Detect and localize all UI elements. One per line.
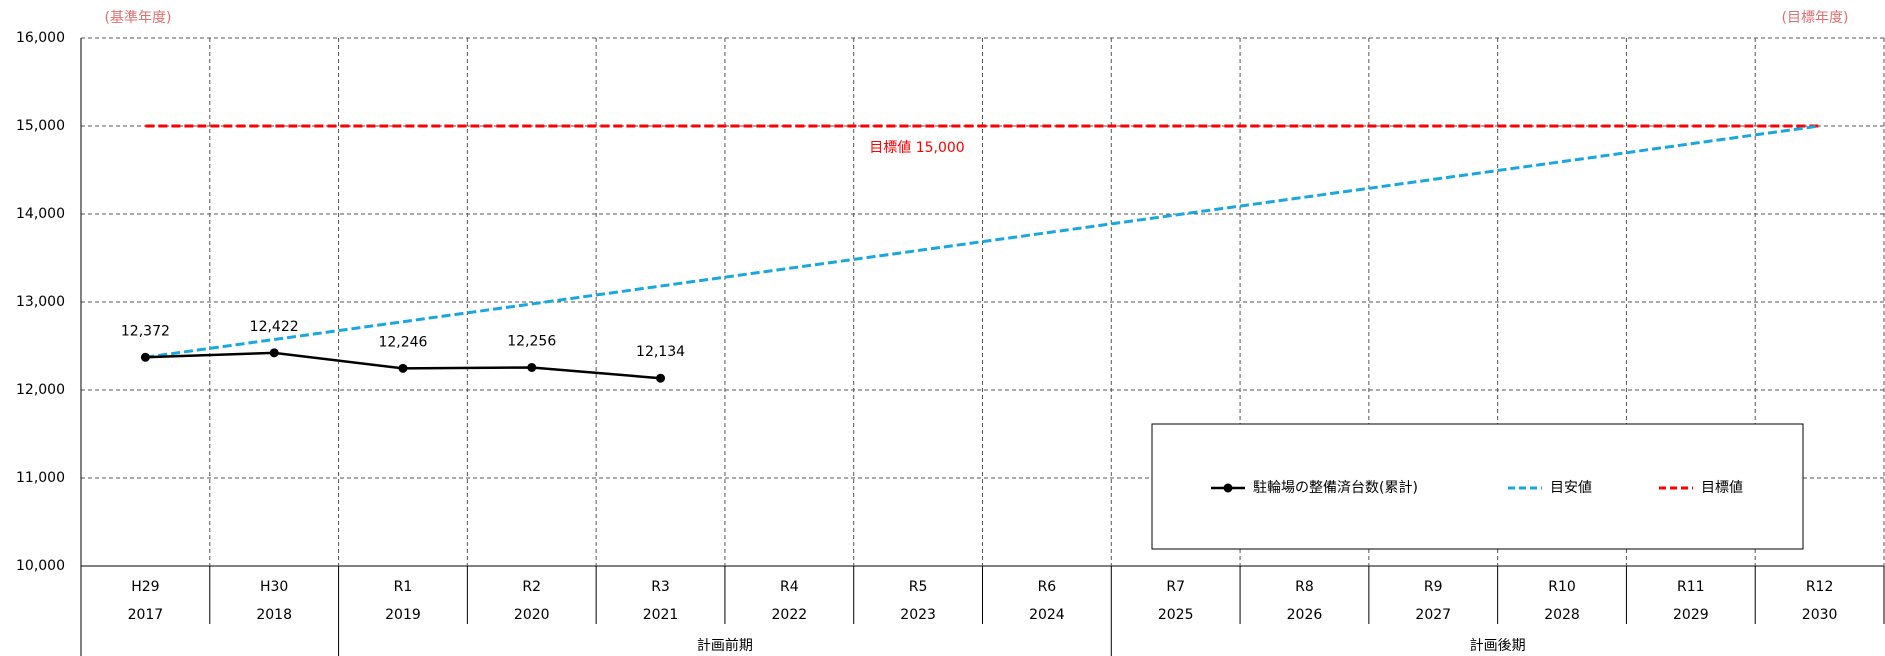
x-tick-label: R1	[394, 579, 413, 595]
year-label: 2019	[385, 607, 421, 623]
y-tick-label: 14,000	[16, 206, 65, 222]
year-label: 2018	[256, 607, 292, 623]
x-tick-label: R6	[1038, 579, 1057, 595]
data-point	[527, 362, 537, 372]
series-line	[145, 124, 1820, 359]
data-point	[269, 348, 279, 358]
data-point	[656, 373, 666, 383]
x-tick-label: R8	[1295, 579, 1314, 595]
data-label: 12,134	[636, 344, 685, 360]
data-point	[140, 352, 150, 362]
group-label: 計画後期	[1470, 638, 1526, 654]
data-label: 12,246	[378, 334, 427, 350]
x-tick-label: R11	[1677, 579, 1705, 595]
year-label: 2017	[128, 607, 164, 623]
year-label: 2022	[772, 607, 808, 623]
x-tick-label: R10	[1548, 579, 1576, 595]
data-point	[398, 363, 408, 373]
year-label: 2023	[900, 607, 936, 623]
data-label: 12,422	[250, 319, 299, 335]
year-label: 2020	[514, 607, 550, 623]
data-label: 12,256	[507, 333, 556, 349]
legend-label: 目標値	[1701, 480, 1743, 496]
x-tick-label: R3	[651, 579, 670, 595]
year-label: 2025	[1158, 607, 1194, 623]
year-label: 2030	[1802, 607, 1838, 623]
y-tick-label: 11,000	[16, 470, 65, 486]
legend-label: 目安値	[1550, 480, 1592, 496]
group-label: 計画前期	[697, 637, 753, 654]
year-label: 2027	[1415, 607, 1451, 623]
x-tick-label: H29	[131, 579, 159, 595]
legend-box	[1151, 423, 1804, 550]
x-tick-label: H30	[260, 579, 288, 595]
year-label: 2021	[643, 607, 679, 623]
year-label: 2028	[1544, 607, 1580, 623]
x-tick-label: R7	[1166, 579, 1185, 595]
base-year-note: (基準年度)	[105, 9, 172, 26]
x-tick-label: R9	[1424, 579, 1443, 595]
target-annotation: 目標値 15,000	[869, 140, 964, 156]
year-label: 2024	[1029, 607, 1065, 623]
year-label: 2026	[1287, 607, 1323, 623]
year-label: 2029	[1673, 607, 1709, 623]
y-tick-label: 10,000	[16, 558, 65, 574]
x-tick-label: R2	[522, 579, 541, 595]
x-tick-label: R4	[780, 579, 799, 595]
y-tick-label: 12,000	[16, 382, 65, 398]
data-label: 12,372	[121, 323, 170, 339]
y-tick-label: 16,000	[16, 30, 65, 46]
y-tick-label: 13,000	[16, 294, 65, 310]
target-year-note: (目標年度)	[1782, 10, 1849, 26]
legend-marker	[1223, 483, 1233, 493]
x-tick-label: R5	[909, 579, 928, 595]
x-tick-label: R12	[1806, 579, 1834, 595]
y-tick-label: 15,000	[16, 118, 65, 134]
legend-label: 駐輪場の整備済台数(累計)	[1253, 479, 1418, 496]
